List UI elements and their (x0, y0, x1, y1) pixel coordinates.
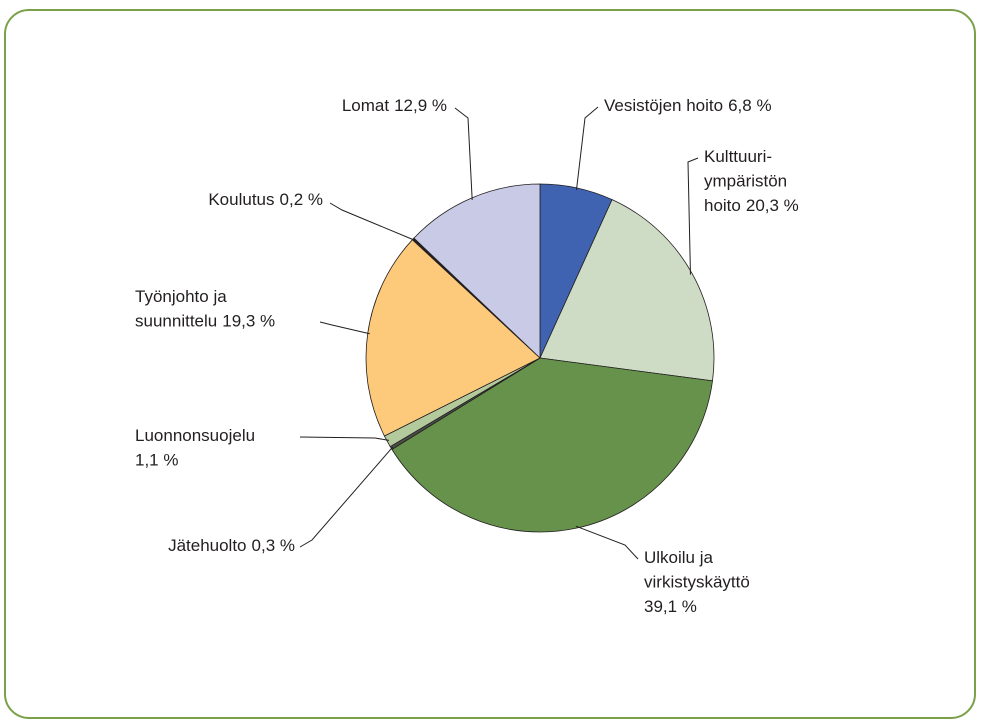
slice-label: Vesistöjen hoito 6,8 % (604, 96, 772, 115)
leader-line (687, 157, 699, 275)
value-label: 20,3 % (746, 196, 799, 215)
value-label: 0,3 % (252, 536, 295, 555)
leader-line (575, 525, 639, 560)
pie-slice (539, 199, 715, 382)
label-line: suunnittelu (135, 312, 217, 331)
label-line: Koulutus (208, 190, 274, 209)
value-label: 12,9 % (394, 96, 447, 115)
label-line: Kulttuuri- (704, 147, 772, 166)
leader-line (575, 106, 599, 190)
value-label: 0,2 % (280, 190, 323, 209)
pie-slice (391, 357, 713, 533)
value-label: 6,8 % (728, 96, 771, 115)
label-line: Lomat (342, 96, 390, 115)
slice-label: Jätehuolto 0,3 % (168, 536, 295, 555)
leader-line (319, 321, 370, 335)
label-line: Jätehuolto (168, 536, 246, 555)
label-line: ympäristön (704, 172, 787, 191)
value-label: 1,1 % (135, 451, 178, 470)
leader-line (299, 436, 390, 441)
pie-slice (413, 183, 541, 359)
value-label: 19,3 % (222, 312, 275, 331)
label-line: hoito (704, 196, 741, 215)
slice-label: Lomat 12,9 % (342, 96, 447, 115)
value-label: 39,1 % (644, 597, 697, 616)
label-line: Ulkoilu ja (644, 548, 714, 567)
slice-label: Luonnonsuojelu 1,1 % (135, 426, 255, 470)
label-line: Työnjohto ja (135, 287, 227, 306)
label-line: Luonnonsuojelu (135, 426, 255, 445)
leader-line (299, 446, 394, 548)
label-line: Vesistöjen hoito (604, 96, 723, 115)
leader-line (329, 202, 415, 241)
leader-line (454, 107, 473, 200)
slice-label: Työnjohto ja suunnittelu 19,3 % (135, 287, 275, 331)
slice-label: Kulttuuri-ympäristön hoito 20,3 % (704, 147, 799, 215)
label-line: virkistyskäyttö (644, 573, 750, 592)
slice-label: Ulkoilu ja virkistyskäyttö 39,1 % (644, 548, 750, 616)
slice-label: Koulutus 0,2 % (208, 190, 323, 209)
